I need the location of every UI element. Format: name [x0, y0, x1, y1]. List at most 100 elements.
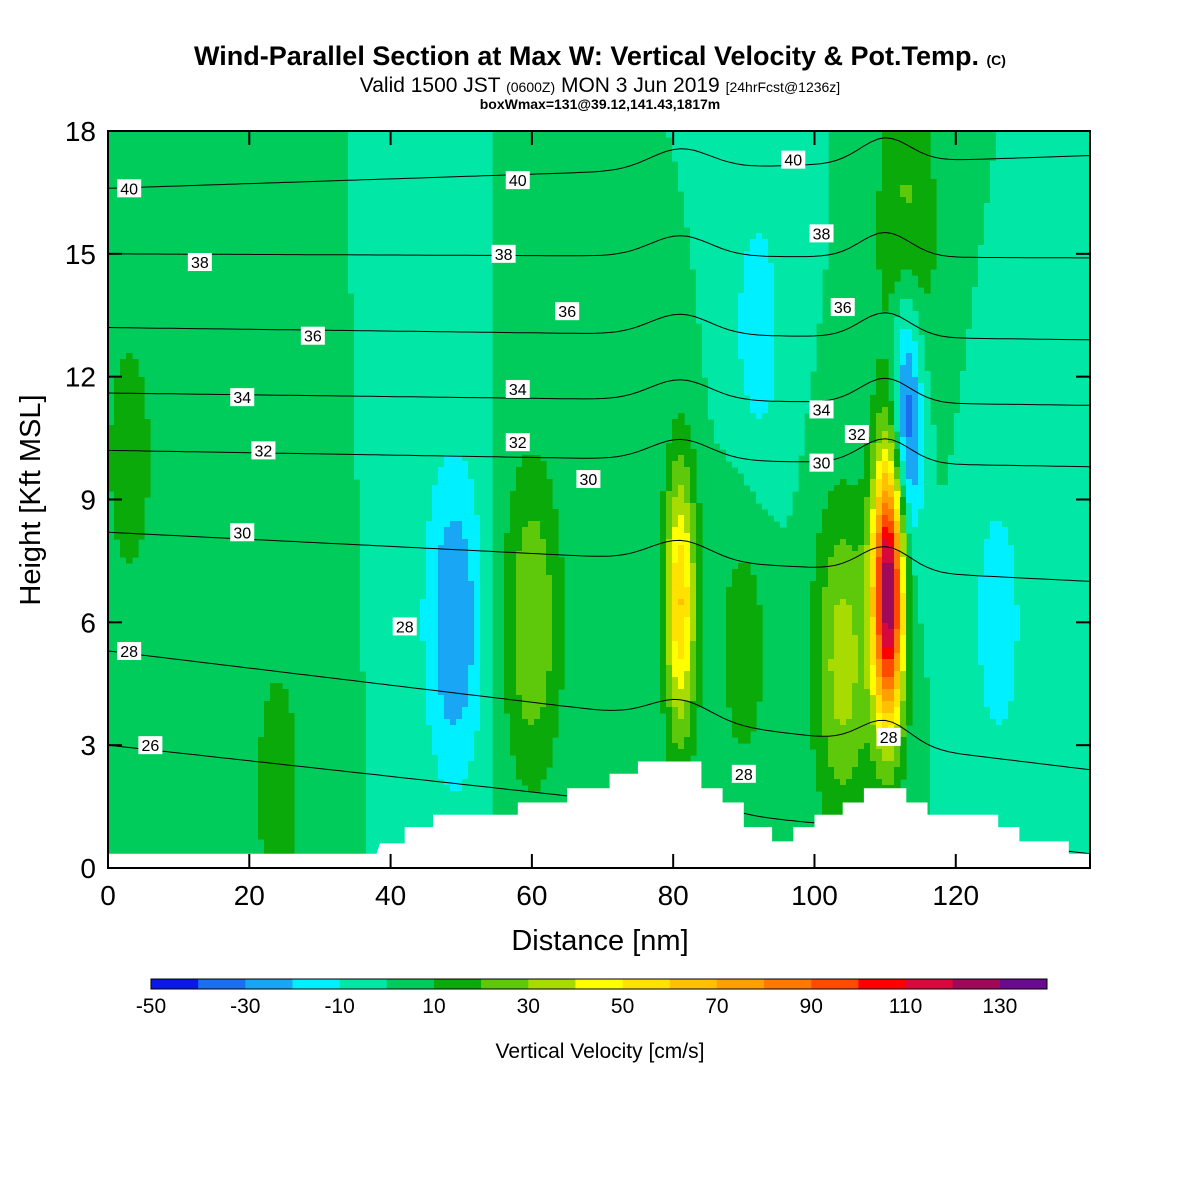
- field-cell: [1026, 389, 1033, 396]
- field-cell: [348, 167, 355, 174]
- field-cell: [924, 185, 931, 192]
- field-cell: [1056, 401, 1063, 408]
- field-cell: [456, 245, 463, 252]
- field-cell: [120, 497, 127, 504]
- field-cell: [444, 233, 451, 240]
- field-cell: [762, 233, 769, 240]
- field-cell: [1020, 329, 1027, 336]
- field-cell: [678, 473, 685, 480]
- field-cell: [348, 143, 355, 150]
- field-cell: [450, 335, 457, 342]
- field-cell: [462, 293, 469, 300]
- field-cell: [720, 287, 727, 294]
- field-cell: [444, 131, 451, 138]
- field-cell: [366, 293, 373, 300]
- field-cell: [438, 155, 445, 162]
- field-cell: [1020, 497, 1027, 504]
- field-cell: [876, 497, 883, 504]
- field-cell: [882, 371, 889, 378]
- field-cell: [906, 323, 913, 330]
- field-cell: [1026, 161, 1033, 168]
- field-cell: [516, 521, 523, 528]
- field-cell: [1074, 263, 1081, 270]
- field-cell: [1062, 437, 1069, 444]
- field-cell: [768, 287, 775, 294]
- field-cell: [1002, 491, 1009, 498]
- field-cell: [780, 209, 787, 216]
- field-cell: [462, 311, 469, 318]
- field-cell: [726, 383, 733, 390]
- field-cell: [696, 185, 703, 192]
- field-cell: [1074, 461, 1081, 468]
- field-cell: [912, 371, 919, 378]
- field-cell: [1014, 209, 1021, 216]
- field-cell: [1062, 311, 1069, 318]
- field-cell: [426, 269, 433, 276]
- field-cell: [744, 479, 751, 486]
- field-cell: [924, 203, 931, 210]
- field-cell: [354, 329, 361, 336]
- field-cell: [972, 467, 979, 474]
- field-cell: [660, 509, 667, 516]
- field-cell: [750, 191, 757, 198]
- field-cell: [930, 221, 937, 228]
- field-cell: [1038, 413, 1045, 420]
- field-cell: [462, 149, 469, 156]
- field-cell: [774, 515, 781, 522]
- field-cell: [1086, 227, 1090, 234]
- field-cell: [1080, 161, 1087, 168]
- field-cell: [372, 215, 379, 222]
- field-cell: [714, 353, 721, 360]
- field-cell: [474, 203, 481, 210]
- field-cell: [1020, 299, 1027, 306]
- field-cell: [822, 263, 829, 270]
- field-cell: [348, 137, 355, 144]
- field-cell: [870, 503, 877, 510]
- field-cell: [1002, 275, 1009, 282]
- field-cell: [372, 497, 379, 504]
- field-cell: [384, 185, 391, 192]
- field-cell: [906, 173, 913, 180]
- field-cell: [684, 185, 691, 192]
- field-cell: [1050, 269, 1057, 276]
- field-cell: [114, 515, 121, 522]
- field-cell: [432, 353, 439, 360]
- field-cell: [678, 155, 685, 162]
- field-cell: [990, 161, 997, 168]
- field-cell: [726, 233, 733, 240]
- field-cell: [900, 467, 907, 474]
- field-cell: [1086, 167, 1090, 174]
- field-cell: [744, 257, 751, 264]
- field-cell: [414, 479, 421, 486]
- field-cell: [1074, 509, 1081, 516]
- field-cell: [510, 491, 517, 498]
- field-cell: [360, 227, 367, 234]
- field-cell: [1020, 509, 1027, 516]
- field-cell: [444, 317, 451, 324]
- field-cell: [876, 359, 883, 366]
- field-cell: [1068, 365, 1075, 372]
- field-cell: [390, 515, 397, 522]
- field-cell: [768, 215, 775, 222]
- field-cell: [360, 209, 367, 216]
- field-cell: [828, 503, 835, 510]
- field-cell: [888, 185, 895, 192]
- field-cell: [126, 467, 133, 474]
- field-cell: [438, 497, 445, 504]
- field-cell: [816, 143, 823, 150]
- field-cell: [894, 197, 901, 204]
- field-cell: [852, 503, 859, 510]
- field-cell: [1038, 305, 1045, 312]
- field-cell: [1086, 179, 1090, 186]
- field-cell: [1020, 215, 1027, 222]
- field-cell: [1068, 515, 1075, 522]
- field-cell: [816, 275, 823, 282]
- field-cell: [912, 497, 919, 504]
- field-cell: [792, 413, 799, 420]
- field-cell: [432, 497, 439, 504]
- field-cell: [774, 251, 781, 258]
- field-cell: [402, 143, 409, 150]
- field-cell: [348, 185, 355, 192]
- field-cell: [918, 353, 925, 360]
- field-cell: [798, 425, 805, 432]
